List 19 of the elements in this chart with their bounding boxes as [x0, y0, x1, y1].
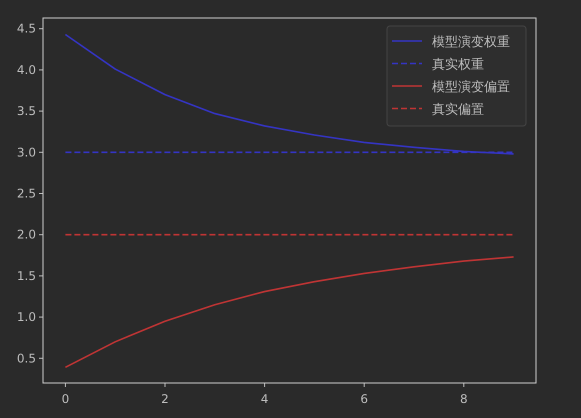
- legend-label: 真实权重: [432, 58, 484, 72]
- x-tick-label: 2: [161, 392, 169, 406]
- line-series: [64, 256, 514, 368]
- legend-label: 真实偏置: [432, 102, 484, 118]
- y-tick-label: 3.0: [16, 145, 36, 160]
- y-tick-label: 3.5: [16, 104, 36, 118]
- y-tick-label: 2.5: [16, 186, 36, 200]
- y-tick-label: 2.0: [16, 228, 36, 242]
- x-tick-label: 8: [460, 392, 468, 406]
- x-tick-label: 6: [360, 392, 368, 406]
- x-tick-label: 4: [260, 392, 268, 406]
- y-tick-label: 1.5: [16, 268, 36, 283]
- y-tick-label: 4.0: [16, 62, 36, 77]
- legend-label: 模型演变权重: [432, 35, 510, 50]
- y-tick-label: 4.5: [16, 22, 36, 36]
- y-tick-label: 0.5: [16, 351, 36, 366]
- legend-label: 模型演变偏置: [432, 80, 510, 95]
- x-tick-label: 0: [62, 392, 70, 406]
- y-tick-label: 1.0: [16, 310, 36, 324]
